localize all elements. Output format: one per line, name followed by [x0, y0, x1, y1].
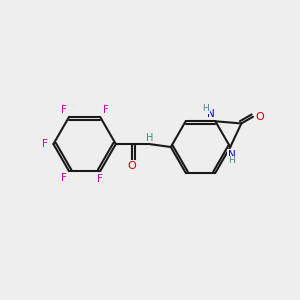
Text: H: H — [146, 133, 153, 142]
Text: H: H — [202, 104, 209, 113]
Text: F: F — [103, 106, 109, 116]
Text: N: N — [228, 150, 236, 160]
Text: F: F — [61, 172, 67, 183]
Text: F: F — [97, 174, 103, 184]
Text: F: F — [42, 139, 48, 149]
Text: N: N — [207, 109, 215, 119]
Text: O: O — [128, 161, 136, 171]
Text: O: O — [255, 112, 264, 122]
Text: H: H — [228, 157, 235, 166]
Text: H: H — [146, 133, 153, 142]
Text: F: F — [61, 106, 67, 116]
